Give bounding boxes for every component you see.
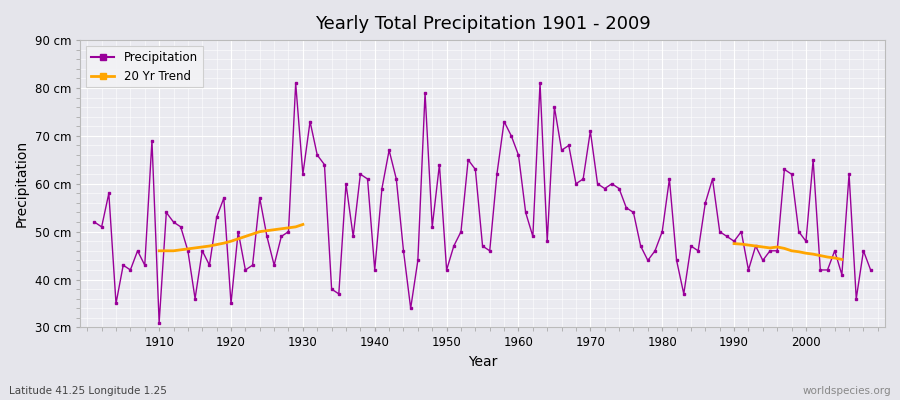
Text: Latitude 41.25 Longitude 1.25: Latitude 41.25 Longitude 1.25 <box>9 386 166 396</box>
X-axis label: Year: Year <box>468 355 497 369</box>
Legend: Precipitation, 20 Yr Trend: Precipitation, 20 Yr Trend <box>86 46 202 87</box>
Y-axis label: Precipitation: Precipitation <box>15 140 29 227</box>
Text: worldspecies.org: worldspecies.org <box>803 386 891 396</box>
Title: Yearly Total Precipitation 1901 - 2009: Yearly Total Precipitation 1901 - 2009 <box>315 15 651 33</box>
